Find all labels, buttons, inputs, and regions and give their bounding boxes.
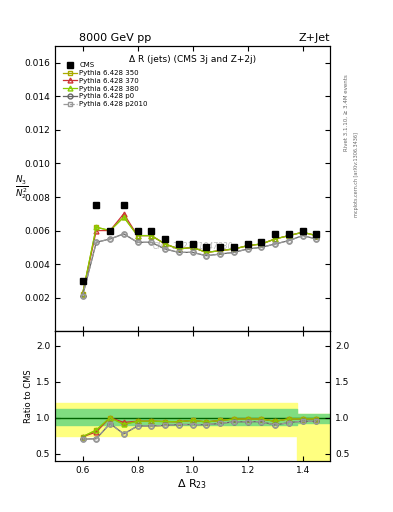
Legend: CMS, Pythia 6.428 350, Pythia 6.428 370, Pythia 6.428 380, Pythia 6.428 p0, Pyth: CMS, Pythia 6.428 350, Pythia 6.428 370,… — [60, 59, 151, 110]
Y-axis label: $\frac{N_3}{N_2^2}$: $\frac{N_3}{N_2^2}$ — [15, 175, 29, 202]
Text: mcplots.cern.ch [arXiv:1306.3436]: mcplots.cern.ch [arXiv:1306.3436] — [354, 132, 359, 217]
Text: Z+Jet: Z+Jet — [299, 33, 330, 44]
Y-axis label: Ratio to CMS: Ratio to CMS — [24, 369, 33, 423]
X-axis label: Δ R$_{23}$: Δ R$_{23}$ — [178, 477, 208, 491]
Text: Rivet 3.1.10, ≥ 3.4M events: Rivet 3.1.10, ≥ 3.4M events — [344, 74, 349, 151]
Text: Δ R (jets) (CMS 3j and Z+2j): Δ R (jets) (CMS 3j and Z+2j) — [129, 55, 256, 63]
Text: CMS_2021_I1847230: CMS_2021_I1847230 — [152, 241, 233, 250]
Text: 8000 GeV pp: 8000 GeV pp — [79, 33, 151, 44]
